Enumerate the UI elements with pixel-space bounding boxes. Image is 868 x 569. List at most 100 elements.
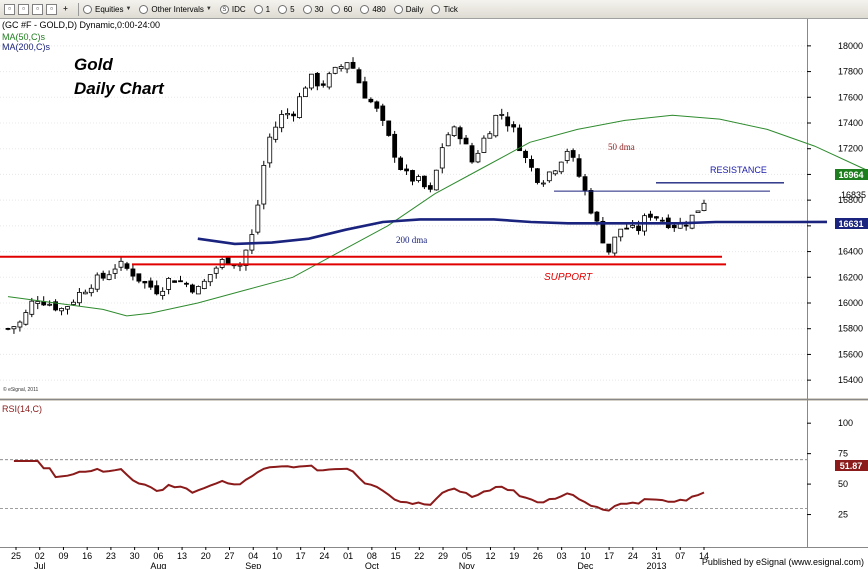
candle	[285, 108, 290, 119]
date-tick-label: 09	[58, 551, 68, 561]
candle	[570, 148, 576, 162]
candle-body	[451, 126, 457, 136]
date-tick-label: 08	[367, 551, 377, 561]
candle-body	[505, 116, 511, 127]
candle	[410, 169, 415, 186]
candle	[17, 320, 23, 332]
save-icon[interactable]: ▫	[32, 3, 43, 15]
candle	[35, 296, 41, 310]
print-icon[interactable]: ▫	[46, 3, 57, 15]
candle	[279, 110, 285, 133]
chevron-down-icon: ▼	[205, 6, 212, 12]
interval-1-button[interactable]: 1	[253, 4, 270, 14]
candle	[190, 283, 195, 294]
candle-body	[314, 72, 320, 87]
interval-60-button[interactable]: 60	[331, 4, 352, 14]
candle-body	[190, 284, 195, 293]
interval-480-button[interactable]: 480	[360, 4, 386, 14]
new-chart-icon[interactable]: ▫	[4, 3, 15, 15]
candle-body	[100, 272, 106, 279]
candle	[297, 92, 302, 119]
interval-5-button[interactable]: 5	[278, 4, 295, 14]
candle-body	[160, 290, 166, 296]
date-tick-label: 10	[580, 551, 590, 561]
candle-body	[600, 220, 606, 244]
candle-body	[487, 133, 493, 139]
month-label: Oct	[365, 561, 380, 569]
candle-body	[332, 66, 338, 74]
other-intervals-dropdown[interactable]: Other Intervals ▼	[139, 4, 212, 14]
candle-body	[47, 303, 53, 306]
candle-body	[695, 210, 701, 214]
date-tick-label: 19	[509, 551, 519, 561]
candle-body	[344, 62, 350, 70]
price-axis	[807, 19, 868, 398]
price-tick-label: 17800	[838, 67, 863, 77]
month-label: Sep	[245, 561, 261, 569]
rsi-header: RSI(14,C)	[2, 404, 42, 414]
candle-body	[552, 170, 558, 175]
idc-button[interactable]: S IDC	[219, 4, 246, 14]
candle-body	[535, 168, 540, 183]
candle-body	[213, 267, 219, 274]
candle	[445, 132, 451, 147]
open-icon[interactable]: ▫	[18, 3, 29, 15]
support-annotation: SUPPORT	[544, 272, 593, 283]
candle-body	[356, 69, 362, 84]
date-tick-label: 27	[225, 551, 235, 561]
candle	[195, 285, 201, 295]
candle-body	[457, 127, 463, 140]
date-tick-label: 30	[130, 551, 140, 561]
candle-body	[701, 202, 707, 211]
candle-body	[540, 182, 546, 185]
candle	[546, 171, 552, 183]
interval-30-button[interactable]: 30	[302, 4, 323, 14]
candle	[404, 164, 409, 175]
chart-icon	[83, 4, 92, 14]
candle	[23, 309, 29, 326]
candle	[308, 73, 314, 91]
candle-body	[576, 158, 582, 177]
candle	[439, 143, 445, 174]
candle-body	[178, 280, 183, 283]
candle	[338, 64, 344, 72]
candle	[172, 280, 177, 283]
legend-ma200: MA(200,C)s	[2, 42, 51, 52]
candle-body	[267, 136, 273, 164]
candle	[142, 280, 148, 289]
candle-body	[118, 260, 124, 268]
candle	[493, 114, 499, 138]
candle-body	[386, 120, 392, 136]
candle-body	[630, 225, 636, 228]
candle-body	[219, 259, 225, 268]
price-label-text: 16631	[838, 219, 863, 229]
ma200-annotation: 200 dma	[396, 235, 427, 245]
candle-body	[350, 61, 356, 69]
candle-body	[112, 268, 118, 274]
symbol-header: (GC #F - GOLD,D) Dynamic,0:00-24:00	[2, 20, 160, 30]
candle-body	[433, 169, 439, 191]
candle	[552, 170, 558, 176]
interval-tick-button[interactable]: Tick	[431, 4, 458, 14]
date-tick-label: 13	[177, 551, 187, 561]
candle	[148, 277, 154, 290]
candle-body	[368, 98, 374, 103]
candle	[166, 277, 172, 295]
chart-canvas: 1540015600158001600016200164001660016800…	[0, 19, 868, 569]
equities-dropdown[interactable]: Equities ▼	[83, 4, 131, 14]
candle	[659, 217, 665, 222]
candle-body	[76, 292, 82, 304]
candle-body	[17, 321, 23, 328]
interval-icon	[278, 4, 288, 14]
candle-body	[511, 124, 517, 128]
interval-daily-button[interactable]: Daily	[393, 4, 423, 14]
time-axis	[0, 547, 868, 569]
price-label-text: 16964	[838, 170, 863, 180]
date-tick-label: 07	[675, 551, 685, 561]
date-tick-label: 23	[106, 551, 116, 561]
crosshair-icon[interactable]: +	[63, 4, 68, 13]
candle	[600, 216, 606, 244]
date-tick-label: 24	[319, 551, 329, 561]
candle-body	[416, 176, 421, 181]
candle-body	[410, 170, 415, 182]
